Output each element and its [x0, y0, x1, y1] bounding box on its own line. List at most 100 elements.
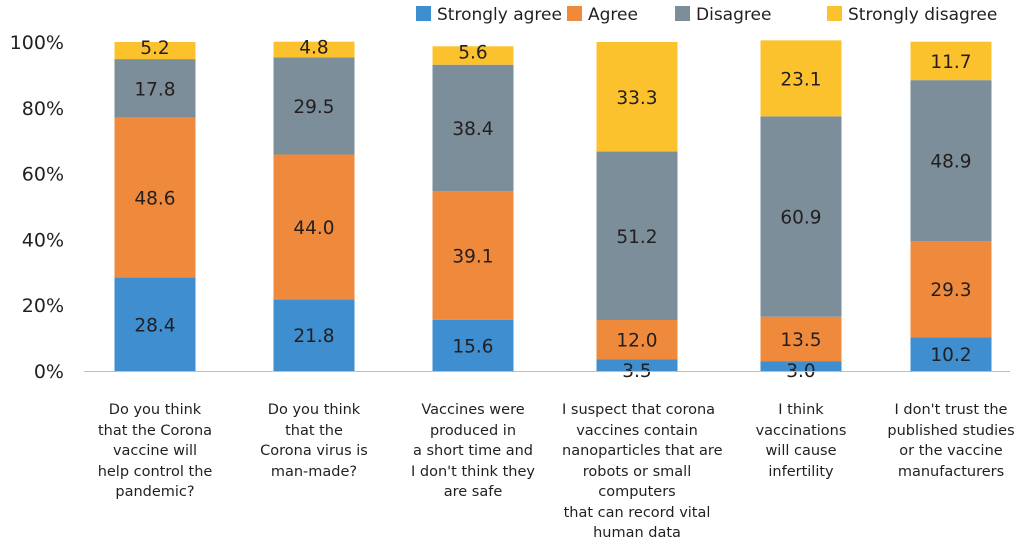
bar-segment	[760, 361, 842, 371]
y-axis: 0% 20% 40% 60% 80% 100%	[10, 32, 64, 383]
bar-segment	[760, 316, 842, 362]
bars	[114, 40, 992, 371]
x-tick-label-line: manufacturers	[897, 463, 1005, 480]
y-tick-label: 80%	[22, 98, 64, 120]
x-tick-label-line: help control the	[97, 463, 213, 480]
y-tick-label: 100%	[10, 32, 64, 54]
y-tick-label: 40%	[22, 229, 64, 251]
bar-segment	[273, 299, 355, 371]
data-label: 28.4	[134, 315, 175, 336]
legend-swatch	[675, 6, 690, 21]
x-tick-label-line: a short time and	[412, 443, 533, 459]
legend-label: Strongly disagree	[848, 5, 997, 25]
x-tick-label-line: robots or small	[582, 463, 692, 480]
data-label: 29.5	[293, 97, 334, 118]
data-label: 29.3	[930, 280, 971, 301]
data-label: 60.9	[780, 208, 821, 229]
x-tick-label-line: computers	[598, 484, 676, 500]
bar-segment	[432, 319, 514, 371]
data-label: 48.6	[134, 189, 175, 210]
data-label: 5.6	[458, 42, 487, 63]
x-tick-label: I suspect that corona vaccines contain nan…	[562, 400, 723, 544]
bar-segment	[760, 116, 842, 317]
bar-segment	[432, 191, 514, 320]
data-label: 4.8	[299, 38, 328, 59]
x-tick-label-line: vaccinations	[755, 422, 847, 439]
x-tick-label-line: I don't trust the	[894, 402, 1008, 418]
x-tick-label: Do you think that the Corona virus is man-m…	[239, 400, 389, 482]
data-label: 51.2	[616, 227, 657, 248]
x-tick-label: I think vaccinations will cause infertility	[726, 400, 876, 482]
bar-segment	[114, 117, 196, 278]
bar-segment	[596, 359, 678, 371]
data-label: 17.8	[134, 79, 175, 100]
bar-segment	[432, 64, 514, 192]
y-tick-label: 20%	[22, 295, 64, 317]
legend-swatch	[827, 6, 842, 21]
x-tick-label-line: vaccines contain	[576, 422, 698, 439]
x-tick-label-line: vaccine will	[112, 443, 198, 459]
data-label: 33.3	[616, 88, 657, 109]
legend-label: Strongly agree	[437, 5, 562, 25]
bar-segment	[596, 320, 678, 360]
data-label: 10.2	[930, 345, 971, 366]
data-label: 5.2	[140, 38, 169, 59]
x-tick-label-line: Do you think	[108, 402, 202, 418]
legend-label: Agree	[588, 5, 638, 25]
data-labels: 28.4 48.6 17.8 5.2 21.8 44.0 29.5 4.8 15.6 39.1 38…	[134, 38, 971, 382]
x-tick-label: I don't trust the published studies or the…	[876, 400, 1021, 482]
legend-swatch	[567, 6, 582, 21]
bar-segment	[273, 154, 355, 300]
x-tick-label: Do you think that the Corona vaccine will h…	[80, 400, 230, 503]
data-label: 23.1	[780, 69, 821, 90]
legend-label: Disagree	[696, 5, 771, 25]
bar-segment	[910, 337, 992, 371]
bar-segment	[273, 57, 355, 155]
bar-segment	[910, 80, 992, 242]
bar-segment	[596, 42, 678, 152]
bar-segment	[910, 241, 992, 338]
x-tick-label-line: infertility	[768, 463, 834, 480]
bar-segment	[760, 40, 842, 117]
data-label: 38.4	[452, 119, 493, 140]
x-tick-label-line: Corona virus is	[260, 443, 368, 459]
x-tick-label-line: that the	[285, 422, 343, 439]
x-tick-label-line: produced in	[429, 422, 517, 439]
data-label: 48.9	[930, 152, 971, 173]
data-label: 21.8	[293, 326, 334, 347]
data-label: 12.0	[616, 331, 657, 352]
bar-segment	[114, 277, 196, 371]
x-tick-label-line: I suspect that corona	[562, 402, 716, 418]
x-tick-label-line: that the Corona	[97, 422, 213, 439]
x-tick-label-line: Vaccines were	[421, 402, 525, 418]
x-tick-label-line: published studies	[887, 422, 1015, 439]
x-tick-label-line: nanoparticles that are	[562, 443, 723, 459]
x-tick-label: Vaccines were produced in a short time and…	[398, 400, 548, 503]
x-tick-label-line: Do you think	[267, 402, 361, 418]
y-tick-label: 60%	[22, 164, 64, 186]
bar-segment	[596, 151, 678, 321]
bar-segment	[273, 41, 355, 58]
bar-segment	[910, 41, 992, 81]
data-label: 15.6	[452, 336, 493, 357]
y-tick-label: 0%	[34, 361, 64, 383]
x-tick-label-line: human data	[593, 525, 681, 541]
data-label: 44.0	[293, 218, 334, 239]
data-label: 13.5	[780, 330, 821, 351]
x-tick-label-line: pandemic?	[115, 484, 195, 500]
data-label: 11.7	[930, 52, 971, 73]
x-tick-label-line: will cause	[765, 443, 837, 459]
data-label: 39.1	[452, 246, 493, 267]
x-tick-label-line: or the vaccine	[899, 443, 1003, 459]
bar-segment	[432, 46, 514, 65]
x-tick-label-line: are safe	[443, 484, 503, 500]
x-tick-label-line: that can record vital	[563, 504, 711, 521]
bar-segment	[114, 42, 196, 60]
legend-swatch	[416, 6, 431, 21]
x-tick-label-line: man-made?	[270, 463, 358, 480]
x-tick-label-line: I don't think they	[411, 463, 535, 480]
bar-segment	[114, 59, 196, 118]
x-tick-label-line: I think	[778, 402, 824, 418]
legend: Strongly agree Agree Disagree Strongly disa…	[416, 5, 997, 25]
